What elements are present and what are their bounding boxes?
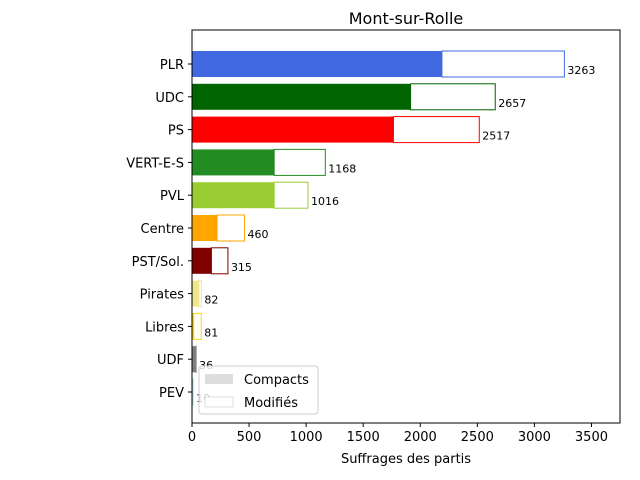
x-tick-label-2500: 2500 bbox=[461, 430, 494, 445]
y-tick-label-pst-sol: PST/Sol. bbox=[132, 255, 184, 270]
value-label-centre: 460 bbox=[248, 228, 269, 241]
value-label-pirates: 82 bbox=[204, 294, 218, 307]
y-tick-label-ps: PS bbox=[168, 124, 184, 139]
x-tick-label-500: 500 bbox=[237, 430, 262, 445]
bar-modifies-libres bbox=[193, 312, 202, 340]
y-tick-label-libres: Libres bbox=[145, 320, 184, 335]
bar-compacts-libres bbox=[192, 313, 194, 340]
value-label-libres: 81 bbox=[204, 326, 218, 339]
y-tick-label-udc: UDC bbox=[155, 91, 184, 106]
bar-compacts-pst-sol bbox=[192, 247, 212, 274]
plot-frame bbox=[191, 29, 621, 424]
value-labels-group: 3263265725171168101646031582813610 bbox=[196, 64, 595, 405]
bar-compacts-udc bbox=[192, 83, 411, 110]
bar-modifies-udf bbox=[194, 345, 197, 373]
x-tick-label-1000: 1000 bbox=[290, 430, 323, 445]
y-tick-label-plr: PLR bbox=[160, 58, 184, 73]
legend-label-compacts: Compacts bbox=[244, 373, 309, 388]
bar-compacts-ps bbox=[192, 116, 394, 143]
x-tick-label-0: 0 bbox=[188, 430, 196, 445]
value-label-pst-sol: 315 bbox=[231, 261, 252, 274]
y-axis-ticks: PLR UDC PS VERT-E-S PVL Centre PST/Sol. Pirates… bbox=[126, 58, 192, 401]
value-label-udc: 2657 bbox=[498, 97, 526, 110]
value-label-vert-e-s: 1168 bbox=[328, 162, 356, 175]
bar-modifies-ps bbox=[392, 116, 480, 144]
legend-swatch-compacts bbox=[205, 374, 233, 384]
bar-compacts-pvl bbox=[192, 182, 275, 209]
legend-label-modifies: Modifiés bbox=[244, 396, 298, 411]
bar-modifies-centre bbox=[216, 214, 246, 242]
bar-compacts-vert-e-s bbox=[192, 149, 275, 176]
chart-title: Mont-sur-Rolle bbox=[349, 9, 464, 28]
x-tick-label-3000: 3000 bbox=[518, 430, 551, 445]
y-tick-label-pirates: Pirates bbox=[140, 288, 185, 303]
bar-modifies-pst-sol bbox=[210, 247, 229, 275]
y-tick-label-pvl: PVL bbox=[160, 189, 185, 204]
y-tick-label-pev: PEV bbox=[159, 386, 184, 401]
x-tick-label-2000: 2000 bbox=[404, 430, 437, 445]
bar-modifies-udc bbox=[410, 83, 496, 111]
value-label-pvl: 1016 bbox=[311, 195, 339, 208]
bar-compacts-plr bbox=[192, 51, 442, 77]
bar-compacts-pirates bbox=[192, 280, 199, 307]
bar-compacts-udf bbox=[192, 346, 196, 373]
value-label-ps: 2517 bbox=[482, 130, 510, 143]
bar-compacts-centre bbox=[192, 215, 218, 241]
y-tick-label-vert-e-s: VERT-E-S bbox=[126, 156, 184, 171]
y-tick-label-centre: Centre bbox=[141, 222, 184, 237]
bars-group bbox=[191, 50, 565, 406]
legend-swatch-modifies bbox=[204, 396, 234, 408]
y-tick-label-udf: UDF bbox=[157, 353, 184, 368]
x-axis-ticks: 0 500 1000 1500 2000 2500 3000 3500 bbox=[188, 423, 608, 445]
legend: Compacts Modifiés bbox=[198, 365, 319, 415]
x-tick-label-1500: 1500 bbox=[347, 430, 380, 445]
x-tick-label-3500: 3500 bbox=[575, 430, 608, 445]
value-label-plr: 3263 bbox=[567, 64, 595, 77]
x-axis-title: Suffrages des partis bbox=[341, 452, 471, 467]
bar-modifies-pirates bbox=[198, 280, 202, 308]
bar-modifies-plr bbox=[441, 50, 565, 78]
bar-modifies-pvl bbox=[273, 181, 309, 209]
bar-modifies-vert-e-s bbox=[273, 148, 326, 176]
